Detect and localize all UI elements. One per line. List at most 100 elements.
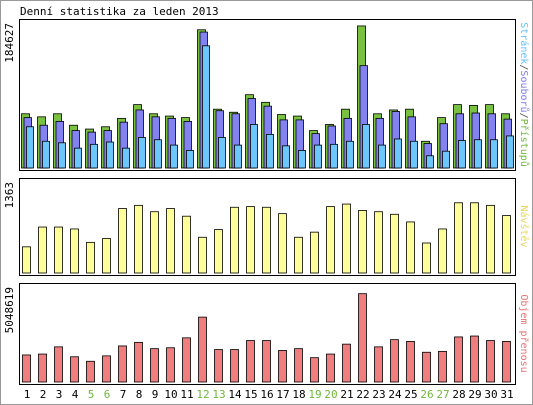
bar-mid-18	[294, 236, 303, 274]
bar-top-stránek-9	[154, 139, 162, 169]
x-tick-label-2: 2	[40, 388, 47, 401]
bar-mid-15	[246, 206, 255, 274]
bar-bottom-26	[422, 351, 431, 383]
bar-bottom-2	[38, 353, 47, 383]
bar-top-stránek-22	[362, 124, 370, 169]
bar-top-stránek-20	[330, 143, 338, 169]
x-tick-label-13: 13	[212, 388, 225, 401]
bar-mid-26	[422, 242, 431, 274]
x-tick-label-19: 19	[308, 388, 321, 401]
bar-mid-31	[502, 215, 511, 274]
x-tick-label-18: 18	[292, 388, 305, 401]
bar-top-stránek-15	[250, 124, 258, 169]
bar-mid-22	[358, 210, 367, 274]
bar-bottom-30	[486, 340, 495, 383]
bar-top-stránek-4	[74, 147, 82, 169]
bar-mid-4	[70, 228, 79, 274]
bar-top-stránek-12	[202, 45, 210, 169]
bar-mid-30	[486, 204, 495, 274]
x-tick-label-29: 29	[468, 388, 481, 401]
x-tick-label-15: 15	[244, 388, 257, 401]
x-tick-label-25: 25	[404, 388, 417, 401]
bar-mid-28	[454, 202, 463, 274]
x-tick-label-22: 22	[356, 388, 369, 401]
bar-top-stránek-29	[474, 139, 482, 169]
bar-bottom-7	[118, 345, 127, 383]
bar-top-stránek-7	[122, 147, 130, 169]
x-tick-label-14: 14	[228, 388, 242, 401]
x-tick-label-20: 20	[324, 388, 337, 401]
bar-bottom-16	[262, 340, 271, 383]
x-tick-label-11: 11	[180, 388, 193, 401]
bar-mid-17	[278, 213, 287, 274]
x-tick-label-5: 5	[88, 388, 95, 401]
bar-mid-16	[262, 206, 271, 274]
bar-bottom-8	[134, 341, 143, 383]
bar-top-stránek-5	[90, 143, 98, 169]
bar-bottom-10	[166, 347, 175, 383]
side-label-top: Stránek/Souborů/Přístupů	[518, 22, 530, 167]
bar-mid-1	[22, 246, 31, 274]
bar-mid-2	[38, 226, 47, 274]
ymax-label-top: 184627	[3, 23, 16, 63]
bar-bottom-24	[390, 339, 399, 383]
bar-bottom-25	[406, 341, 415, 383]
x-tick-label-9: 9	[152, 388, 159, 401]
bar-mid-19	[310, 231, 319, 274]
bar-top-stránek-28	[458, 140, 466, 169]
bar-top-stránek-16	[266, 133, 274, 169]
x-tick-label-1: 1	[24, 388, 31, 401]
bar-mid-10	[166, 208, 175, 274]
bar-bottom-11	[182, 337, 191, 383]
bar-bottom-12	[198, 316, 207, 383]
side-label-part-top-0: Stránek	[518, 22, 530, 64]
bar-bottom-9	[150, 348, 159, 383]
bar-bottom-28	[454, 336, 463, 383]
x-tick-label-26: 26	[420, 388, 433, 401]
x-tick-label-28: 28	[452, 388, 465, 401]
side-label-part-bottom-0: Objem přenosu	[518, 294, 530, 372]
bar-mid-25	[406, 221, 415, 274]
bar-bottom-23	[374, 346, 383, 383]
bar-top-stránek-1	[26, 126, 34, 169]
side-label-part-top-1: /	[518, 64, 529, 70]
bar-top-stránek-13	[218, 137, 226, 169]
bar-top-stránek-6	[106, 141, 114, 169]
bar-top-stránek-8	[138, 137, 146, 169]
bar-top-stránek-19	[314, 144, 322, 169]
x-tick-label-3: 3	[56, 388, 63, 401]
side-label-part-mid-0: Návštěv	[518, 205, 530, 247]
bar-top-stránek-27	[442, 150, 450, 169]
x-tick-label-30: 30	[484, 388, 497, 401]
bar-mid-20	[326, 206, 335, 274]
bar-bottom-29	[470, 335, 479, 383]
bar-mid-21	[342, 203, 351, 274]
bar-mid-24	[390, 213, 399, 274]
side-label-part-top-2: Souborů	[518, 70, 530, 112]
x-tick-label-4: 4	[72, 388, 79, 401]
bar-top-stránek-26	[426, 155, 434, 169]
bar-top-stránek-25	[410, 140, 418, 169]
x-tick-label-7: 7	[120, 388, 127, 401]
bar-top-stránek-24	[394, 138, 402, 169]
bar-top-stránek-2	[42, 140, 50, 169]
bar-mid-12	[198, 236, 207, 274]
bar-top-stránek-30	[490, 139, 498, 169]
bar-bottom-21	[342, 343, 351, 383]
side-label-part-top-4: Přístupů	[518, 119, 530, 167]
bar-top-stránek-11	[186, 150, 194, 169]
side-label-mid: Návštěv	[518, 205, 530, 247]
x-tick-label-24: 24	[388, 388, 402, 401]
bar-bottom-15	[246, 340, 255, 383]
bar-mid-11	[182, 215, 191, 274]
bar-bottom-20	[326, 353, 335, 383]
bar-top-stránek-17	[282, 145, 290, 169]
bar-mid-5	[86, 241, 95, 274]
bar-bottom-13	[214, 349, 223, 383]
bar-bottom-14	[230, 349, 239, 383]
x-tick-label-8: 8	[136, 388, 143, 401]
bar-top-stránek-10	[170, 144, 178, 169]
bar-bottom-17	[278, 350, 287, 383]
